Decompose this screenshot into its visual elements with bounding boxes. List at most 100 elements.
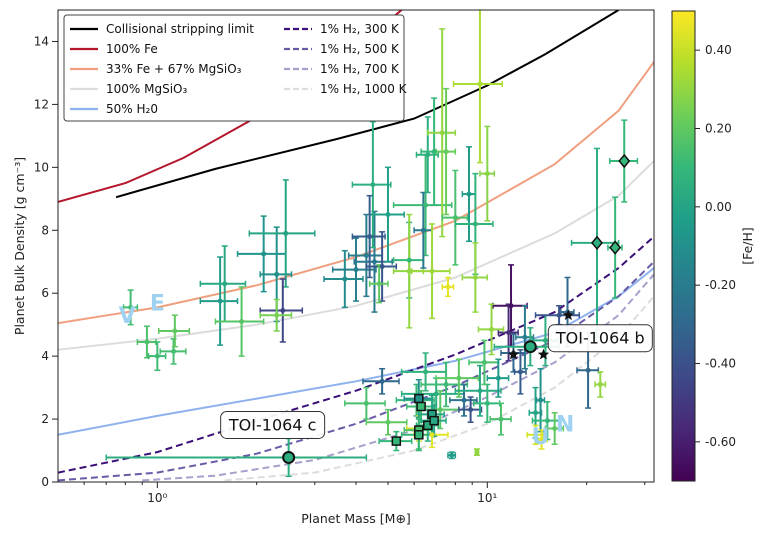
- model-curve-7: [142, 273, 654, 482]
- planet-point-17: [379, 263, 385, 269]
- planet-letters: VE UN: [119, 292, 575, 451]
- legend-label-1: 100% Fe: [106, 42, 158, 56]
- planet-point-44: [538, 397, 544, 403]
- planet-point-51: [363, 400, 369, 406]
- planet-point-50: [379, 378, 385, 384]
- planet-point-56: [443, 381, 449, 387]
- planet-point-6: [222, 281, 228, 287]
- y-tick-label-5: 10: [34, 160, 49, 174]
- planet-point-7: [239, 319, 245, 325]
- planet-point-71: [539, 437, 545, 443]
- planet-point-8: [261, 251, 267, 257]
- model-curve-0: [115, 10, 620, 199]
- planet-point-37: [472, 274, 478, 280]
- planet-point-19: [385, 212, 391, 218]
- planet-point-64: [495, 375, 501, 381]
- planet-point-2: [154, 353, 160, 359]
- colorbar-tick-label-1: 0.20: [705, 122, 732, 136]
- planet-point-68: [449, 452, 455, 458]
- planet-point-10: [283, 230, 289, 236]
- model-curve-8: [224, 295, 654, 482]
- annotation-label-0: TOI-1064 b: [555, 329, 645, 348]
- planet-point-14: [353, 267, 359, 273]
- legend-label-5: 1% H₂, 300 K: [320, 22, 400, 36]
- planet-point-36: [484, 171, 490, 177]
- planet-point-26: [425, 152, 431, 158]
- square-point-4: [414, 430, 424, 440]
- planet-point-43: [533, 410, 539, 416]
- planet-point-31: [445, 284, 451, 290]
- planet-point-59: [461, 397, 467, 403]
- y-tick-label-4: 8: [41, 223, 49, 237]
- colorbar-tick-label-5: -0.60: [705, 435, 736, 449]
- planet-point-70: [533, 432, 539, 438]
- legend-label-7: 1% H₂, 700 K: [320, 62, 400, 76]
- planet-point-28: [439, 130, 445, 136]
- annotation-box-0: [547, 324, 653, 353]
- data-markers: [128, 81, 631, 464]
- model-curve-5: [58, 235, 654, 474]
- planet-point-13: [342, 276, 348, 282]
- planet-point-1: [144, 339, 150, 345]
- y-axis-label: Planet Bulk Density [g cm⁻³]: [12, 157, 27, 335]
- planet-point-22: [406, 257, 412, 263]
- square-point-0: [391, 436, 402, 446]
- planet-point-11: [280, 308, 286, 314]
- colorbar-tick-label-3: -0.20: [705, 278, 736, 292]
- model-curve-2: [58, 61, 654, 325]
- y-tick-label-3: 6: [41, 286, 49, 300]
- planet-point-41: [517, 369, 523, 375]
- annotations: TOI-1064 b TOI-1064 c: [220, 324, 653, 439]
- star-point-1: [537, 348, 550, 360]
- y-axis: 0 2 4 6 8 10 12 14: [34, 34, 58, 489]
- planet-point-25: [420, 227, 426, 233]
- annotation-label-1: TOI-1064 c: [228, 415, 316, 434]
- solar-system-label-2: U: [532, 425, 550, 450]
- x-tick-label-0: 10⁰: [147, 491, 167, 505]
- planet-point-23: [406, 268, 412, 274]
- x-axis-label: Planet Mass [M⊕]: [301, 511, 411, 526]
- planet-point-15: [363, 252, 369, 258]
- planet-point-21: [376, 281, 382, 287]
- highlight-point-1: [282, 450, 296, 464]
- star-point-0: [507, 348, 520, 360]
- colorbar-gradient: [671, 10, 696, 482]
- legend-box: [63, 14, 405, 122]
- y-tick-label-6: 12: [34, 97, 49, 111]
- star-point-2: [562, 309, 574, 321]
- legend: Collisional stripping limit 100% Fe 33% Fe…: [63, 14, 408, 122]
- legend-label-3: 100% MgSiO₃: [106, 82, 187, 96]
- planet-point-74: [498, 416, 504, 422]
- planet-point-33: [466, 191, 472, 197]
- planet-point-69: [474, 449, 480, 455]
- diamond-point-0: [591, 235, 603, 251]
- highlight-point-0: [523, 340, 537, 354]
- legend-label-4: 50% H₂0: [106, 102, 158, 116]
- planet-point-55: [433, 391, 439, 397]
- diamond-point-1: [609, 240, 622, 255]
- planet-point-9: [274, 271, 280, 277]
- planet-point-65: [489, 326, 495, 332]
- diamond-point-2: [618, 153, 631, 169]
- planet-point-72: [544, 418, 550, 424]
- planet-point-32: [452, 215, 458, 221]
- planet-point-42: [522, 334, 528, 340]
- planet-point-0: [128, 304, 134, 310]
- legend-label-8: 1% H₂, 1000 K: [320, 82, 408, 96]
- square-point-7: [429, 415, 439, 426]
- legend-label-2: 33% Fe + 67% MgSiO₃: [106, 62, 242, 76]
- planet-point-61: [477, 388, 483, 394]
- planet-point-46: [556, 312, 562, 318]
- planet-point-62: [484, 400, 490, 406]
- planet-point-63: [481, 359, 487, 365]
- planet-point-12: [274, 312, 280, 318]
- legend-label-6: 1% H₂, 500 K: [320, 42, 400, 56]
- planet-point-58: [456, 375, 462, 381]
- planet-point-29: [443, 149, 449, 155]
- colorbar-tick-label-4: -0.40: [705, 357, 736, 371]
- planet-point-54: [423, 369, 429, 375]
- y-tick-label-2: 4: [41, 349, 49, 363]
- solar-system-label-1: E: [150, 292, 165, 317]
- x-tick-label-1: 10¹: [477, 491, 497, 505]
